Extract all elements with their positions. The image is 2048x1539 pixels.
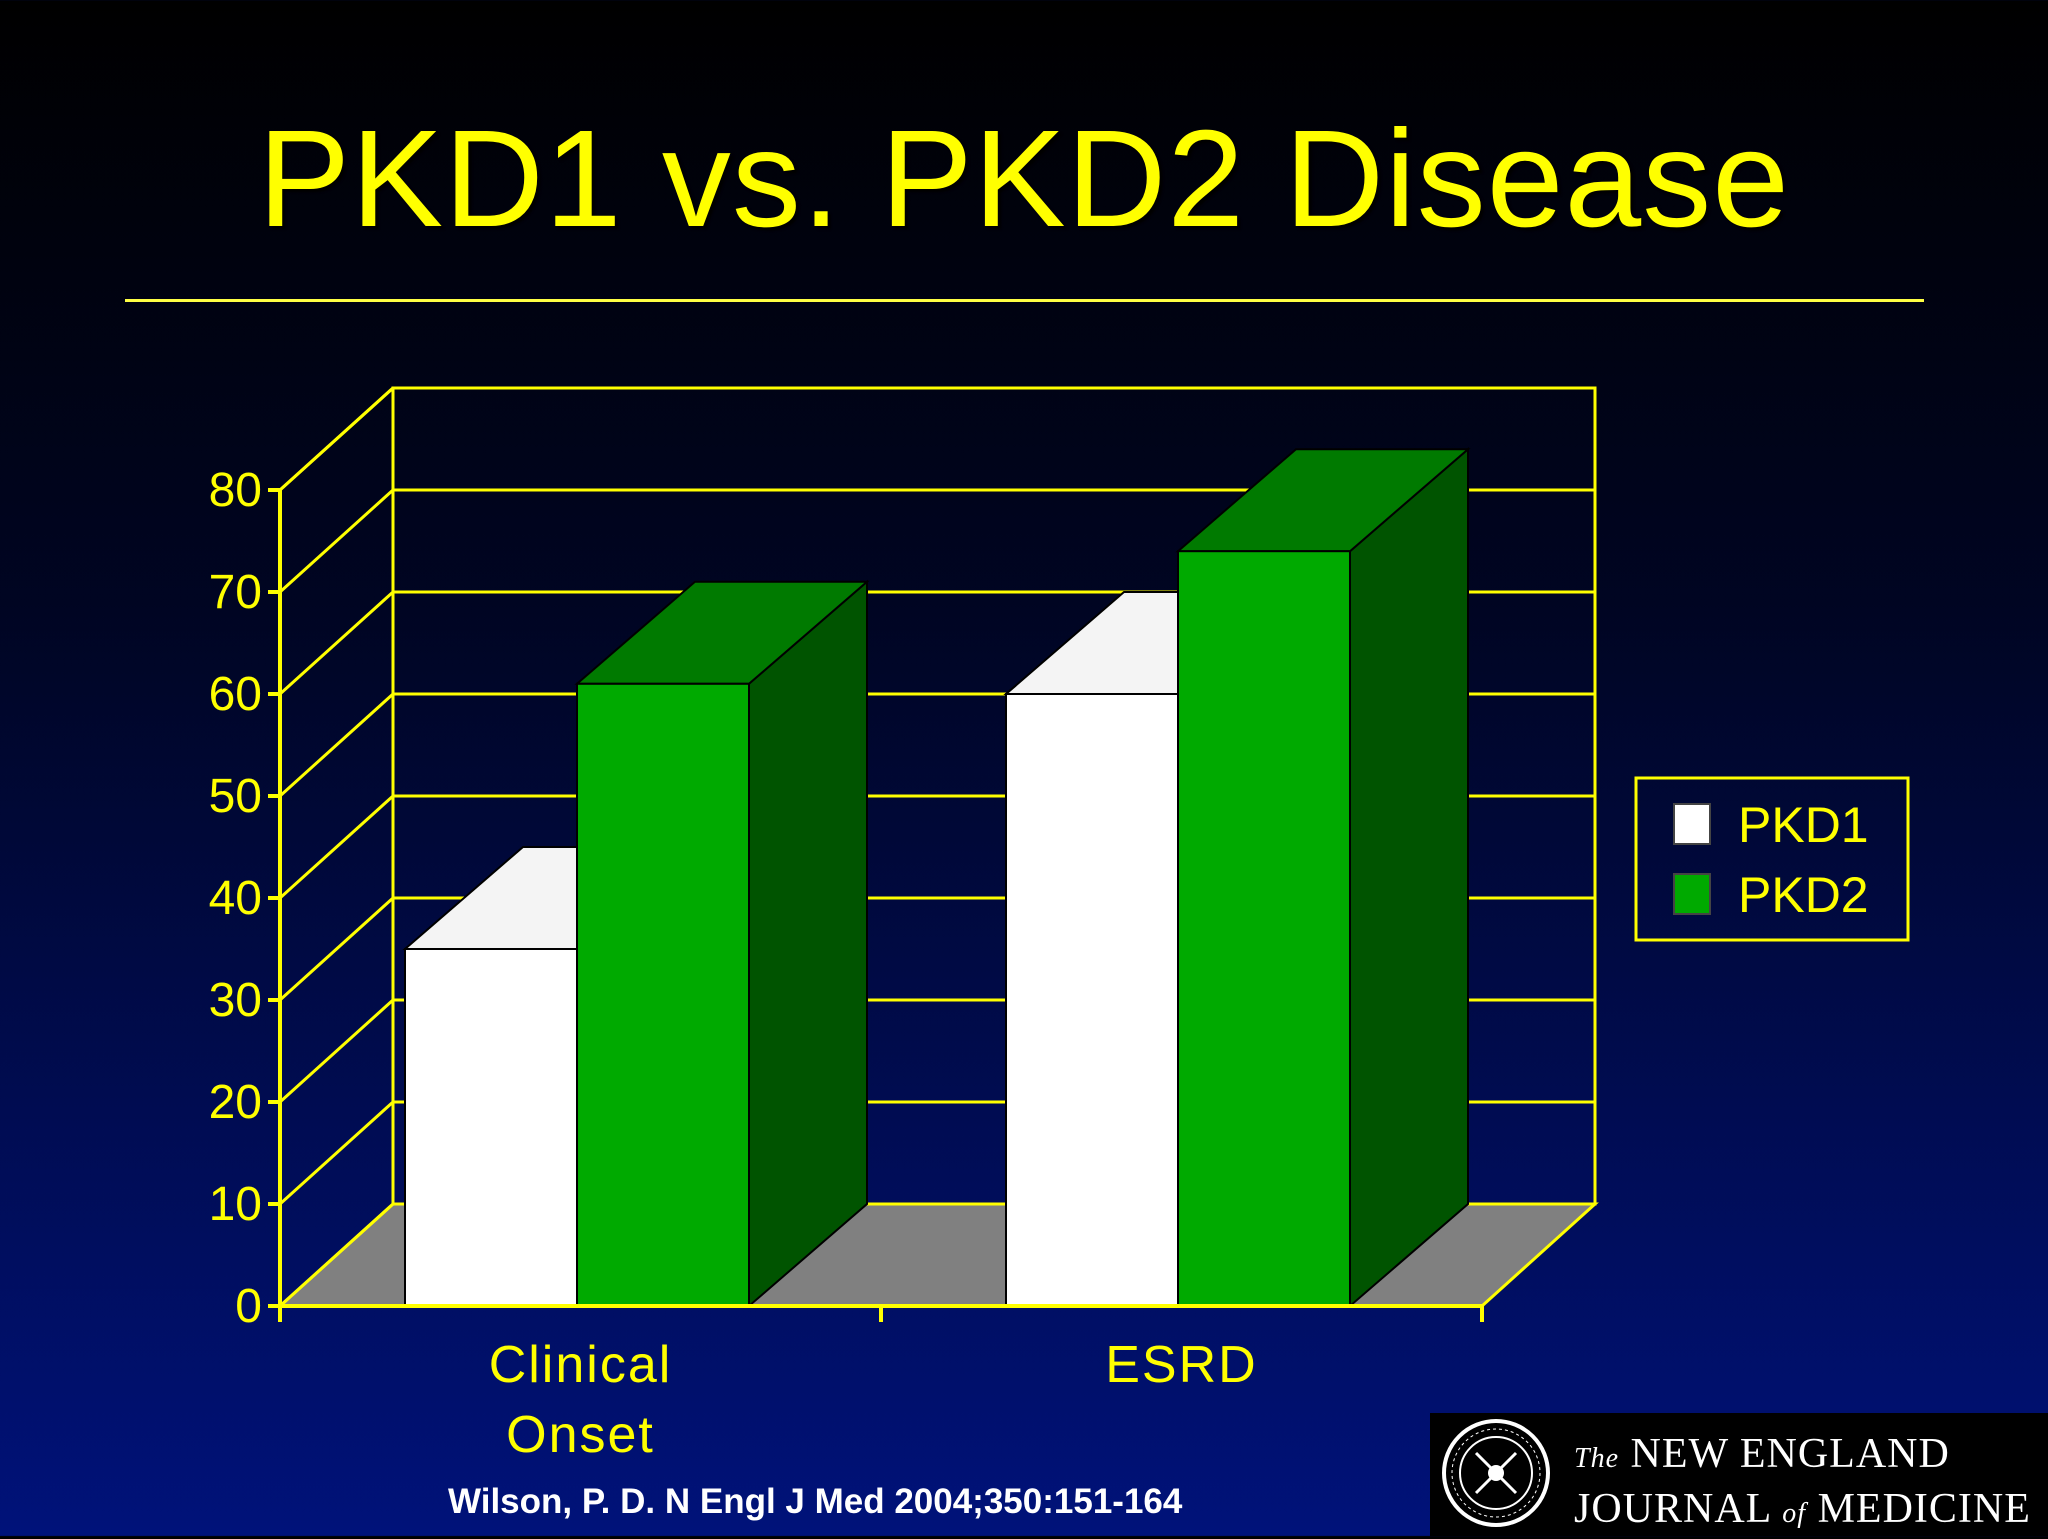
gridline-side: [278, 1202, 395, 1308]
bar-pkd2-0: [576, 682, 750, 1307]
x-category-label: ESRD: [1105, 1336, 1257, 1394]
gridline-side: [278, 692, 395, 798]
legend-label: PKD1: [1738, 797, 1869, 853]
bar-pkd1-1: [1005, 693, 1179, 1307]
x-category-label: Clinical: [489, 1336, 673, 1394]
y-tick-label: 30: [209, 974, 262, 1027]
wall-top-edge: [278, 386, 395, 492]
bar-pkd2-1: [1177, 550, 1351, 1307]
gridline-side: [278, 998, 395, 1104]
y-tick-label: 10: [209, 1178, 262, 1231]
citation: Wilson, P. D. N Engl J Med 2004;350:151-…: [448, 1482, 1183, 1521]
logo-journal: JOURNAL: [1574, 1486, 1771, 1532]
y-tick-label: 60: [209, 668, 262, 721]
gridline-side: [278, 1100, 395, 1206]
y-tick-label: 80: [209, 464, 262, 517]
gridline-side: [278, 794, 395, 900]
bar-side: [1349, 447, 1469, 1309]
logo-of: of: [1782, 1498, 1807, 1529]
gridline-side: [278, 488, 395, 594]
bar-side: [748, 579, 868, 1309]
x-category-label: Onset: [506, 1406, 655, 1464]
legend-swatch-pkd1: [1673, 803, 1711, 845]
nejm-seal-icon: [1442, 1419, 1550, 1527]
title-divider: [125, 299, 1924, 302]
nejm-wordmark: The NEW ENGLAND JOURNAL of MEDICINE: [1574, 1429, 2031, 1539]
slide-title: PKD1 vs. PKD2 Disease: [258, 102, 1790, 256]
legend-swatch-pkd2: [1673, 873, 1711, 915]
y-tick-label: 40: [209, 872, 262, 925]
y-tick-label: 70: [209, 566, 262, 619]
legend-box: [1634, 776, 1910, 942]
gridline-side: [278, 590, 395, 696]
y-tick-label: 20: [209, 1076, 262, 1129]
logo-the: The: [1574, 1443, 1619, 1474]
bar-pkd1-0: [404, 948, 578, 1307]
nejm-logo: The NEW ENGLAND JOURNAL of MEDICINE: [1430, 1413, 2048, 1536]
legend-label: PKD2: [1738, 867, 1869, 923]
logo-line1: NEW ENGLAND: [1630, 1431, 1950, 1477]
y-tick-label: 0: [235, 1280, 262, 1333]
logo-medicine: MEDICINE: [1817, 1486, 2031, 1532]
gridline-side: [278, 896, 395, 1002]
y-tick-label: 50: [209, 770, 262, 823]
back-wall-border: [391, 386, 1597, 1206]
